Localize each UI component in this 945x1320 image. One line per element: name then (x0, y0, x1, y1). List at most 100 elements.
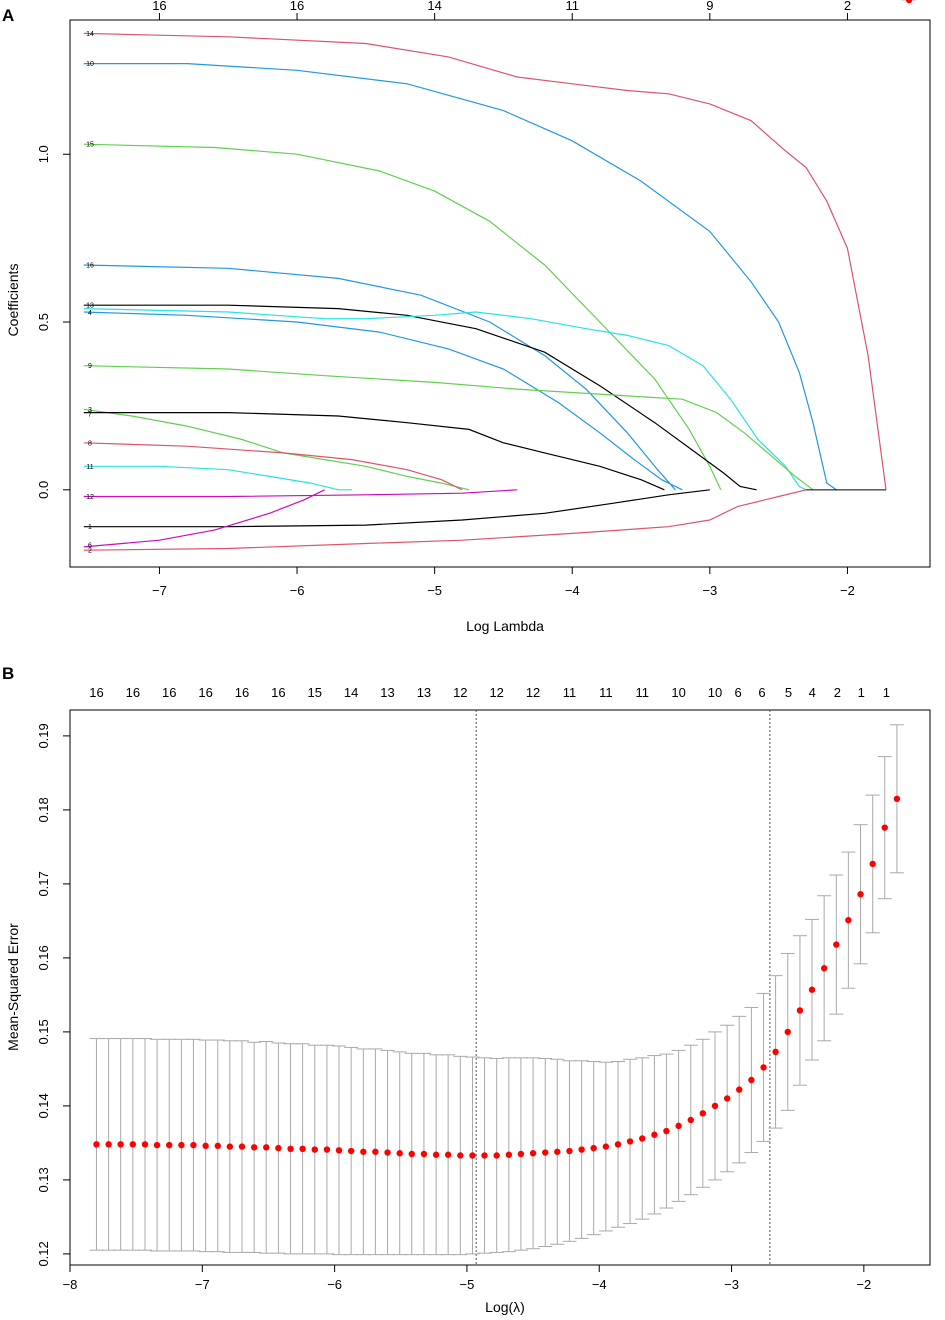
b-mse-point (869, 860, 876, 868)
b-mse-point (238, 1143, 246, 1150)
b-mse-point (784, 1028, 791, 1036)
b-xtick-label: −7 (195, 1277, 210, 1292)
a-x-axis-title: Log Lambda (466, 618, 544, 634)
b-xtick-label: −6 (327, 1277, 342, 1292)
a-coef-path-7 (83, 308, 807, 491)
a-coef-path-6 (83, 489, 325, 548)
b-mse-point (93, 1141, 100, 1148)
b-mse-point (408, 1150, 415, 1158)
a-coef-path-13 (83, 304, 757, 491)
b-top-count-label: 16 (271, 685, 285, 700)
a-top-tick-label: 2 (844, 0, 851, 13)
a-top-tick-label: 14 (427, 0, 441, 13)
b-top-count-label: 11 (563, 685, 577, 700)
b-mse-point (639, 1135, 646, 1142)
b-ytick-label: 0.16 (36, 945, 51, 970)
a-coef-path-11 (83, 465, 353, 491)
a-coef-path-14 (83, 32, 887, 490)
b-top-count-label: 5 (785, 685, 792, 700)
b-mse-point (287, 1145, 294, 1153)
a-path-label: 8 (88, 440, 92, 447)
b-top-count-label: 15 (308, 685, 322, 700)
b-mse-point (166, 1141, 173, 1149)
a-path-label: 1 (88, 524, 92, 531)
panel-label-a: A (2, 6, 15, 25)
b-mse-point (432, 1151, 440, 1158)
a-path-label: 14 (86, 31, 94, 38)
a-top-tick-label: 9 (706, 0, 713, 13)
b-mse-point (808, 986, 816, 993)
b-top-count-label: 16 (126, 685, 140, 700)
b-mse-point (335, 1147, 343, 1154)
b-mse-point (711, 1102, 719, 1110)
b-top-count-label: 16 (198, 685, 212, 700)
b-mse-point (141, 1141, 149, 1148)
b-mse-point (820, 965, 828, 972)
a-path-label: 11 (86, 464, 93, 471)
a-path-label: 7 (88, 411, 92, 418)
a-coef-path-3 (83, 408, 470, 491)
b-mse-point (554, 1148, 561, 1155)
a-xtick-label: −2 (840, 583, 855, 598)
b-mse-point (590, 1144, 597, 1152)
a-path-label: 12 (86, 494, 94, 501)
b-mse-point (469, 1152, 476, 1159)
a-path-label: 13 (86, 303, 94, 310)
a-path-label: 3 (88, 407, 92, 414)
a-xtick-label: −3 (702, 583, 717, 598)
b-mse-point (893, 795, 901, 802)
b-mse-point (457, 1152, 464, 1159)
b-top-count-label: 14 (344, 685, 358, 700)
b-mse-point (529, 1150, 537, 1157)
a-coef-path-9 (83, 365, 814, 491)
b-ytick-label: 0.12 (36, 1241, 51, 1266)
b-xtick-label: −3 (724, 1277, 739, 1292)
b-top-count-label: 6 (758, 685, 765, 700)
a-coef-path-15 (83, 143, 722, 491)
b-mse-point (578, 1146, 585, 1153)
b-mse-point (311, 1146, 318, 1153)
b-mse-point (699, 1110, 707, 1117)
b-mse-point (748, 1076, 755, 1084)
b-top-count-label: 10 (708, 685, 722, 700)
b-ytick-label: 0.15 (36, 1019, 51, 1044)
a-path-label: 9 (88, 363, 92, 370)
b-top-count-label: 12 (489, 685, 503, 700)
a-path-label: 15 (86, 142, 94, 149)
b-mse-point (517, 1150, 525, 1158)
a-ytick-label: 0.5 (36, 313, 51, 331)
b-mse-point (542, 1149, 549, 1156)
a-top-tick-label: 16 (152, 0, 166, 13)
b-mse-point (481, 1152, 488, 1159)
b-top-count-label: 11 (635, 685, 649, 700)
a-xtick-label: −5 (427, 583, 442, 598)
plot-b-frame (69, 709, 931, 1266)
b-mse-point (736, 1086, 743, 1093)
b-mse-point (881, 824, 888, 831)
b-xtick-label: −8 (63, 1277, 78, 1292)
b-mse-point (117, 1141, 124, 1148)
b-mse-point (845, 916, 852, 924)
b-mse-point (299, 1145, 306, 1153)
b-x-axis-title: Log(λ) (485, 1299, 525, 1315)
b-mse-point (178, 1141, 185, 1149)
b-top-count-label: 13 (417, 685, 431, 700)
b-top-count-label: 11 (599, 685, 613, 700)
a-top-tick-label: 11 (565, 0, 579, 13)
a-coef-path-4 (83, 311, 683, 491)
b-mse-point (360, 1148, 367, 1155)
a-top-tick-label: 16 (290, 0, 304, 13)
b-mse-point (372, 1148, 379, 1155)
b-top-count-label: 10 (671, 685, 685, 700)
b-mse-point (250, 1144, 258, 1151)
b-mse-point (663, 1127, 670, 1135)
b-top-count-label: 1 (858, 685, 865, 700)
b-mse-point (384, 1149, 391, 1156)
b-mse-point (687, 1116, 694, 1124)
b-mse-point (493, 1152, 500, 1159)
b-ytick-label: 0.18 (36, 797, 51, 822)
b-top-count-label: 1 (883, 685, 890, 700)
b-mse-point (263, 1144, 270, 1151)
b-mse-point (796, 1007, 804, 1014)
